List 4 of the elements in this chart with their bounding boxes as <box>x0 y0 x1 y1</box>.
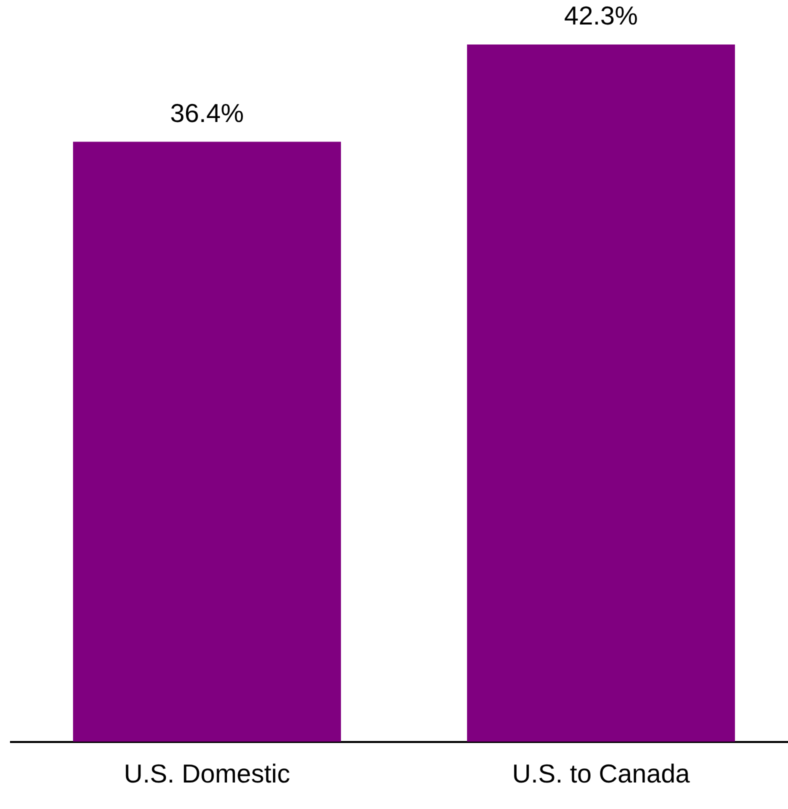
data-label: 42.3% <box>564 0 638 31</box>
x-tick-label: U.S. to Canada <box>512 758 690 789</box>
x-tick-label: U.S. Domestic <box>124 758 290 789</box>
data-label: 36.4% <box>170 98 244 128</box>
